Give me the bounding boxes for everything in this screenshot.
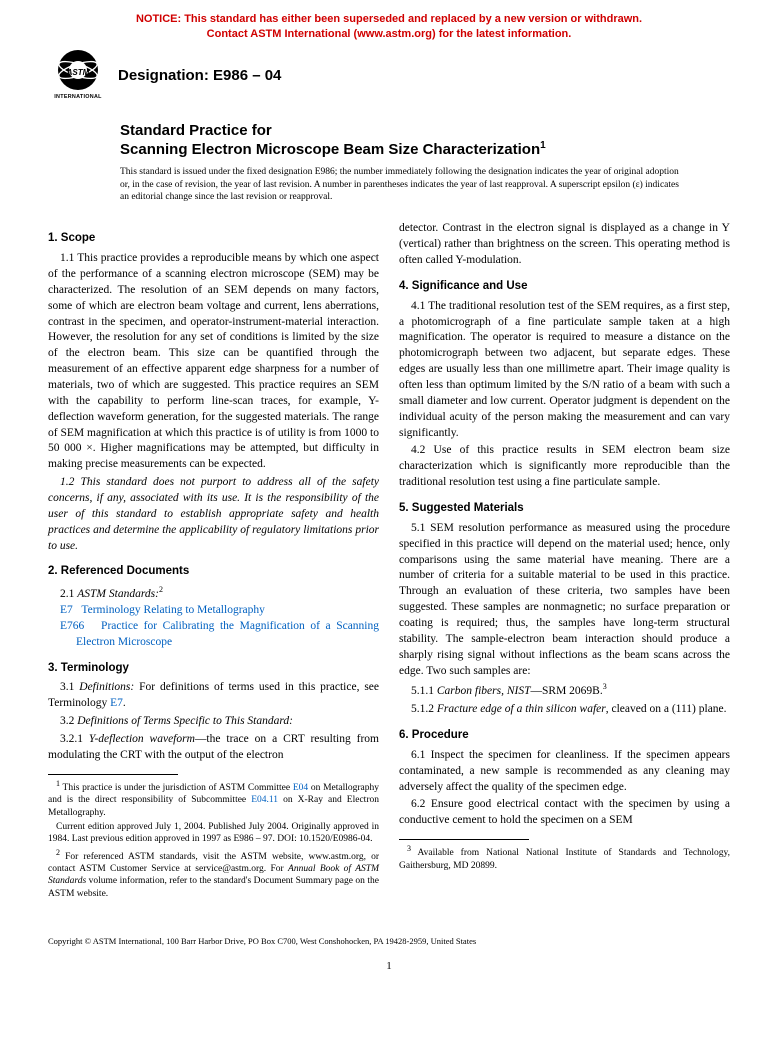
link-subcommittee-e0411[interactable]: E04.11 — [251, 795, 278, 805]
link-committee-e04[interactable]: E04 — [293, 783, 308, 793]
footnote-2: 2 For referenced ASTM standards, visit t… — [48, 848, 379, 901]
footnote-rule-left — [48, 774, 178, 775]
astm-logo-icon: ASTM INTERNATIONAL — [48, 48, 108, 104]
footnotes-left-block: 1 This practice is under the jurisdictio… — [48, 774, 379, 900]
para-5-1-2: 5.1.2 Fracture edge of a thin silicon wa… — [399, 702, 730, 718]
section-6-head: 6. Procedure — [399, 728, 730, 744]
link-e7[interactable]: E7 — [60, 604, 73, 616]
footnote-1: 1 This practice is under the jurisdictio… — [48, 779, 379, 819]
page-number: 1 — [48, 960, 730, 972]
notice-line2: Contact ASTM International (www.astm.org… — [207, 28, 572, 40]
body-columns: 1. Scope 1.1 This practice provides a re… — [48, 221, 730, 900]
section-1-head: 1. Scope — [48, 231, 379, 247]
link-e766[interactable]: E766 — [60, 620, 84, 632]
para-1-1: 1.1 This practice provides a reproducibl… — [48, 251, 379, 473]
para-5-1-1: 5.1.1 Carbon fibers, NIST—SRM 2069B.3 — [399, 681, 730, 700]
ref-e766: E766 Practice for Calibrating the Magnif… — [48, 619, 379, 651]
notice-line1: NOTICE: This standard has either been su… — [136, 13, 642, 25]
footnote-3: 3 Available from National National Insti… — [399, 844, 730, 872]
title-block: Standard Practice for Scanning Electron … — [120, 122, 730, 161]
para-3-1: 3.1 Definitions: For definitions of term… — [48, 680, 379, 712]
para-6-1: 6.1 Inspect the specimen for cleanliness… — [399, 748, 730, 796]
title-main-text: Scanning Electron Microscope Beam Size C… — [120, 141, 540, 158]
section-2-head: 2. Referenced Documents — [48, 564, 379, 580]
header-row: ASTM INTERNATIONAL Designation: E986 – 0… — [48, 48, 730, 104]
section-3-head: 3. Terminology — [48, 661, 379, 677]
designation-label: Designation: E986 – 04 — [118, 67, 281, 84]
copyright-line: Copyright © ASTM International, 100 Barr… — [48, 936, 730, 946]
link-e766-title[interactable]: Practice for Calibrating the Magnificati… — [76, 620, 379, 648]
footnotes-left: 1 This practice is under the jurisdictio… — [48, 779, 379, 900]
title-main: Scanning Electron Microscope Beam Size C… — [120, 140, 730, 160]
svg-text:INTERNATIONAL: INTERNATIONAL — [54, 94, 102, 100]
para-2-1: 2.1 ASTM Standards:2 — [48, 584, 379, 603]
para-6-2: 6.2 Ensure good electrical contact with … — [399, 797, 730, 829]
ref-e7: E7 Terminology Relating to Metallography — [48, 603, 379, 619]
para-3-2-1-cont: detector. Contrast in the electron signa… — [399, 221, 730, 269]
footnotes-right: 3 Available from National National Insti… — [399, 844, 730, 872]
title-footnote-marker: 1 — [540, 140, 546, 151]
footnote-1-cont: Current edition approved July 1, 2004. P… — [48, 821, 379, 846]
document-page: NOTICE: This standard has either been su… — [0, 0, 778, 1002]
footnotes-right-block: 3 Available from National National Insti… — [399, 839, 730, 872]
title-pre: Standard Practice for — [120, 122, 730, 141]
para-1-2: 1.2 This standard does not purport to ad… — [48, 475, 379, 554]
notice-banner: NOTICE: This standard has either been su… — [48, 12, 730, 42]
issuance-note: This standard is issued under the fixed … — [120, 166, 690, 203]
para-3-2: 3.2 Definitions of Terms Specific to Thi… — [48, 714, 379, 730]
section-5-head: 5. Suggested Materials — [399, 501, 730, 517]
footnote-rule-right — [399, 839, 529, 840]
para-5-1: 5.1 SEM resolution performance as measur… — [399, 521, 730, 680]
link-e7-inline[interactable]: E7 — [110, 697, 123, 709]
section-4-head: 4. Significance and Use — [399, 279, 730, 295]
para-4-2: 4.2 Use of this practice results in SEM … — [399, 443, 730, 491]
svg-text:ASTM: ASTM — [66, 68, 90, 77]
link-e7-title[interactable]: Terminology Relating to Metallography — [76, 604, 265, 616]
para-3-2-1: 3.2.1 Y-deflection waveform—the trace on… — [48, 732, 379, 764]
para-4-1: 4.1 The traditional resolution test of t… — [399, 299, 730, 442]
